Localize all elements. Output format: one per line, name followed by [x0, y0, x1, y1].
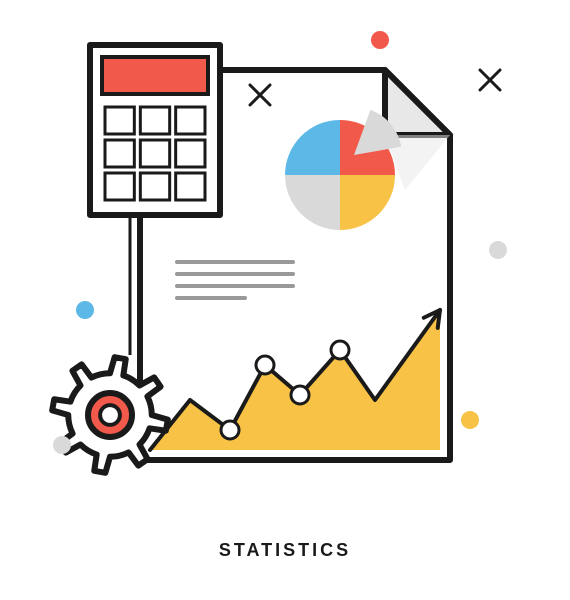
statistics-icon: [0, 0, 570, 600]
caption-label: STATISTICS: [0, 540, 570, 561]
